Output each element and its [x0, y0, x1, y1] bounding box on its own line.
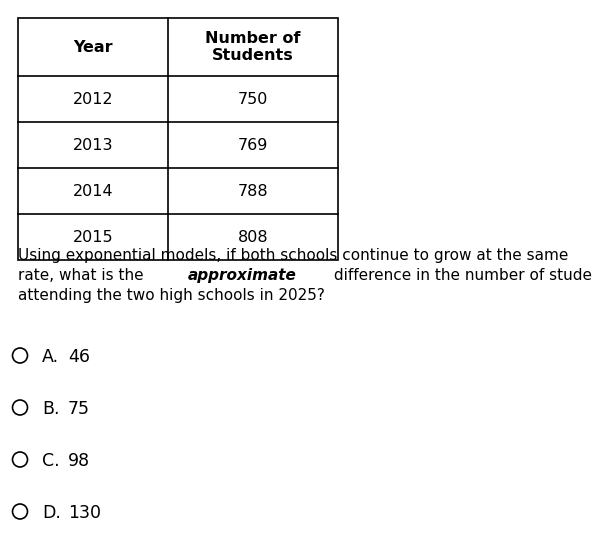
Text: Year: Year — [73, 40, 113, 55]
Text: approximate: approximate — [187, 268, 296, 283]
Text: Using exponential models, if both schools continue to grow at the same: Using exponential models, if both school… — [18, 248, 568, 263]
Text: 750: 750 — [238, 91, 268, 106]
Text: 130: 130 — [68, 504, 101, 522]
Text: difference in the number of students: difference in the number of students — [329, 268, 593, 283]
Text: 808: 808 — [238, 229, 268, 245]
Text: 2013: 2013 — [73, 138, 113, 153]
Text: C.: C. — [42, 452, 60, 470]
Text: 2012: 2012 — [73, 91, 113, 106]
Text: 75: 75 — [68, 400, 90, 418]
Text: 46: 46 — [68, 348, 90, 366]
Text: Number of
Students: Number of Students — [205, 31, 301, 63]
Text: A.: A. — [42, 348, 59, 366]
Text: 2015: 2015 — [73, 229, 113, 245]
Text: attending the two high schools in 2025?: attending the two high schools in 2025? — [18, 288, 325, 303]
Text: 788: 788 — [238, 183, 268, 198]
Text: rate, what is the: rate, what is the — [18, 268, 148, 283]
Text: 2014: 2014 — [73, 183, 113, 198]
Text: D.: D. — [42, 504, 61, 522]
Text: 98: 98 — [68, 452, 90, 470]
Text: B.: B. — [42, 400, 59, 418]
Text: 769: 769 — [238, 138, 268, 153]
Bar — [18, 18, 338, 260]
